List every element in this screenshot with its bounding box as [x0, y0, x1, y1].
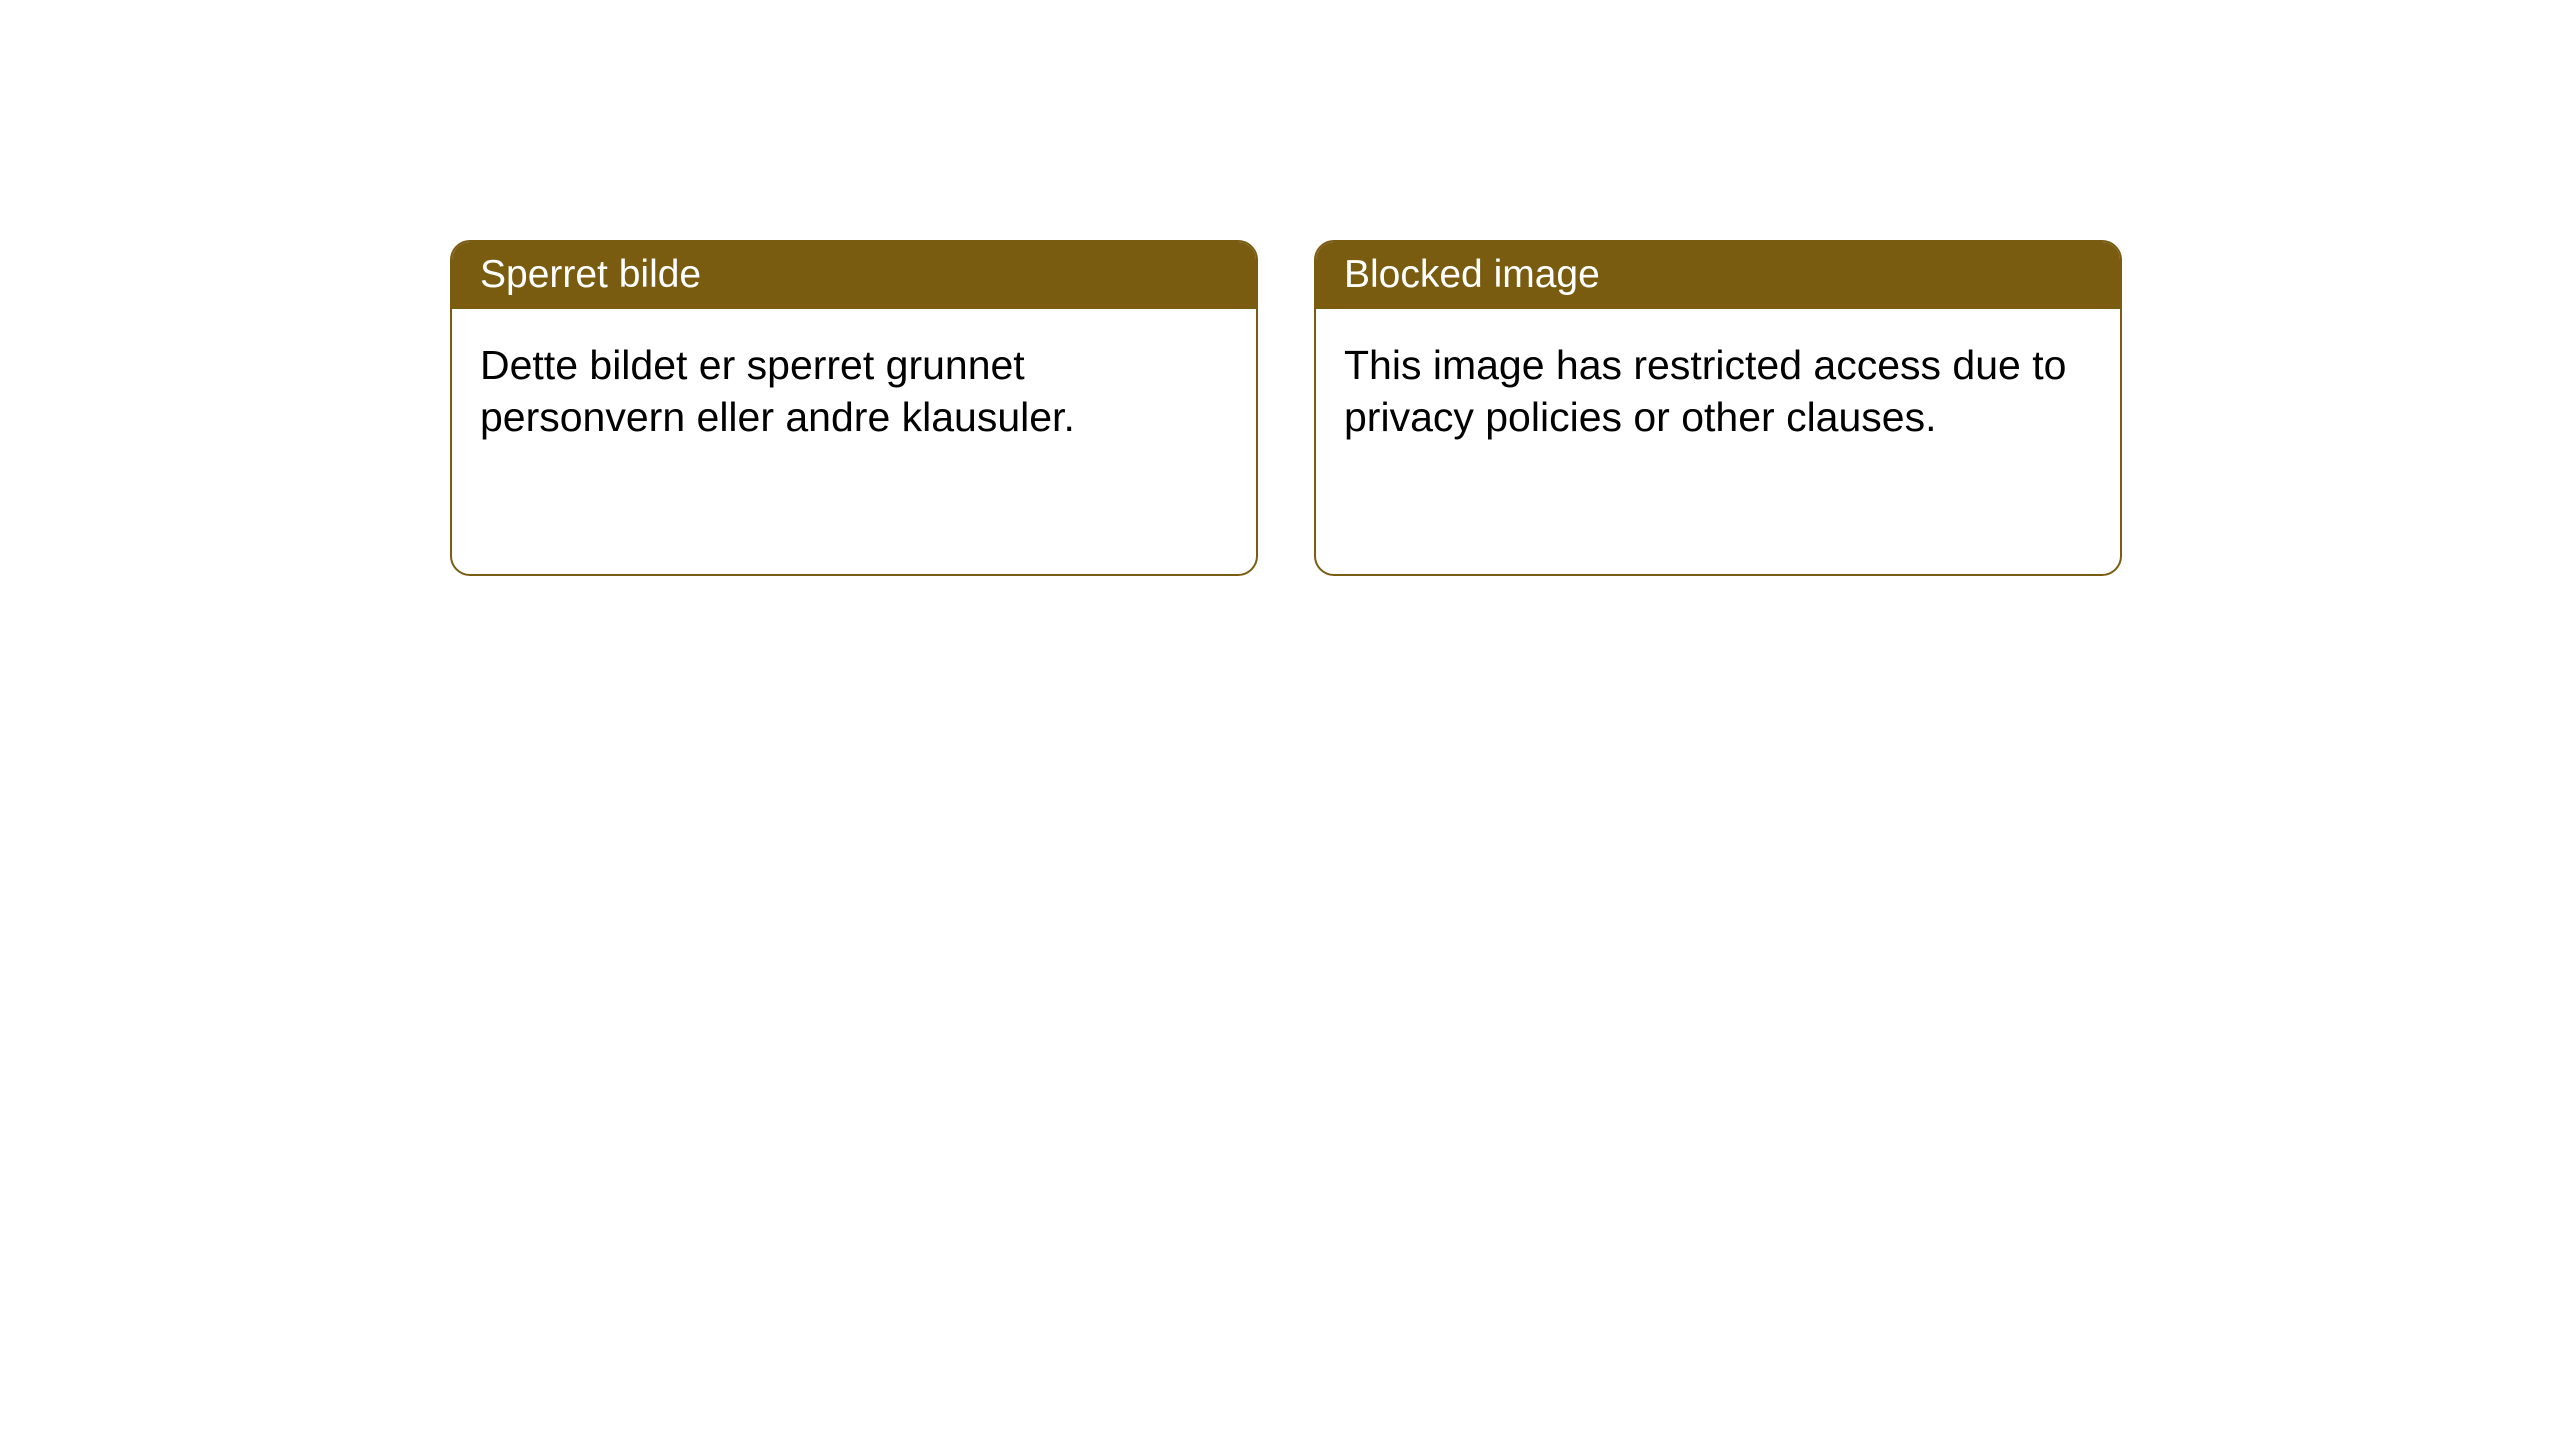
card-body-en: This image has restricted access due to … [1316, 309, 2120, 473]
card-title-no: Sperret bilde [480, 253, 701, 296]
card-header-no: Sperret bilde [452, 242, 1256, 309]
card-title-en: Blocked image [1344, 253, 1600, 296]
blocked-image-card-en: Blocked image This image has restricted … [1314, 240, 2122, 576]
card-text-no: Dette bildet er sperret grunnet personve… [480, 342, 1075, 440]
card-body-no: Dette bildet er sperret grunnet personve… [452, 309, 1256, 473]
card-header-en: Blocked image [1316, 242, 2120, 309]
notice-container: Sperret bilde Dette bildet er sperret gr… [0, 0, 2560, 576]
blocked-image-card-no: Sperret bilde Dette bildet er sperret gr… [450, 240, 1258, 576]
card-text-en: This image has restricted access due to … [1344, 342, 2066, 440]
